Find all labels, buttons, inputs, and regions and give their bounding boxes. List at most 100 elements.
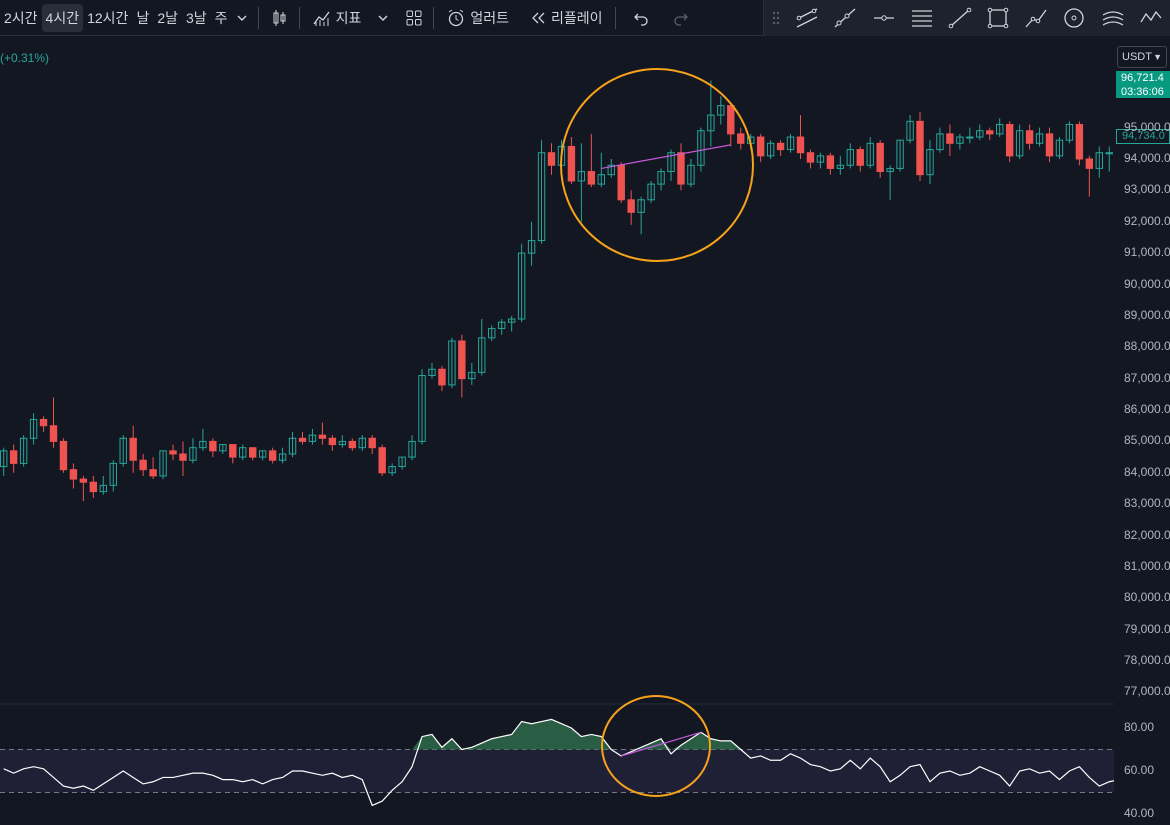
candle [647,180,655,203]
candle-body [298,437,307,442]
candle [856,146,864,172]
candle [448,337,456,389]
candle-body [587,171,596,185]
ray-icon[interactable] [829,4,861,32]
toolbar-divider [433,6,435,29]
alert-button[interactable]: 얼러트 [440,8,515,28]
candle [398,456,406,470]
timeframe-button[interactable]: 4시간 [41,3,84,32]
candle-body [866,142,874,166]
candle [1045,127,1054,163]
candle-body [1065,123,1074,141]
timeframe-dropdown-chevron-icon[interactable] [232,4,252,32]
candle [587,133,596,188]
candle [99,475,107,495]
price-axis-label: 91,000.0 [1124,245,1170,260]
candle-body [458,340,466,380]
path-icon[interactable] [1020,4,1052,32]
price-axis-label: 84,000.0 [1124,464,1170,479]
candle-body [358,437,366,449]
layout-grid-icon[interactable] [401,4,427,32]
candle-body [886,167,894,173]
candle-body [288,437,297,455]
candle-body [1075,123,1084,160]
candle [229,444,237,464]
candle-body [318,434,327,439]
candle [816,152,825,169]
candle [687,159,695,188]
candle-body [258,450,267,458]
candle-body [468,371,476,380]
candle-body [249,447,257,458]
candle-body [956,136,964,144]
candle [149,457,157,480]
parallel-channel-icon[interactable] [791,4,823,32]
timeframe-button[interactable]: 2시간 [4,9,38,26]
candle-body [1055,139,1064,157]
candle-body [806,152,815,163]
candle [189,438,197,464]
timeframe-button[interactable]: 날 [136,9,150,26]
candle [49,397,58,448]
wave-icon[interactable] [1135,4,1167,32]
fib-retracement-icon[interactable] [906,4,938,32]
candle-body [527,240,536,254]
rsi-band-background [0,749,1114,793]
candle-body [946,133,954,144]
top-toolbar: 2시간 4시간 12시간 날 2날 3날 주 지표 얼러트 리플레이 [0,0,1170,36]
candle-body [597,174,605,185]
currency-selector[interactable]: USDT ▼ [1117,46,1167,68]
candle [577,143,586,222]
timeframe-button[interactable]: 3날 [186,9,207,26]
candle [219,444,227,454]
candle-body [677,152,685,185]
candle [328,435,337,451]
candle [786,133,795,153]
circle-icon[interactable] [1058,4,1090,32]
horizontal-ray-icon[interactable] [868,4,900,32]
candle [627,190,635,225]
candle-body [906,120,914,141]
candle-body [308,434,317,442]
candle-body [627,199,635,213]
candle [886,165,894,200]
candle-body [826,155,835,169]
candle-body [876,142,884,173]
candle [657,168,665,191]
candle-body [139,459,147,471]
price-axis-label: 86,000.0 [1124,402,1170,417]
price-chart[interactable] [0,36,1114,825]
indicators-button[interactable]: 지표 [306,8,368,28]
price-axis-label: 88,000.0 [1124,339,1170,354]
candle-body [89,481,98,493]
redo-icon[interactable] [668,4,694,32]
candle-body [29,418,38,439]
rectangle-icon[interactable] [982,4,1014,32]
timeframe-button[interactable]: 12시간 [87,9,129,26]
candle-body [786,136,795,151]
candle-body [637,199,645,213]
timeframe-button[interactable]: 2날 [157,9,178,26]
candle [906,115,914,144]
replay-label: 리플레이 [550,9,603,26]
rsi-divergence-trend-line [621,731,702,757]
candle-body [99,484,107,493]
candle [986,127,994,141]
pitchfork-icon[interactable] [1097,4,1129,32]
candle-body [567,145,576,182]
candle-body [1105,152,1113,155]
candle-body [9,450,18,464]
candle-type-icon[interactable] [265,4,293,32]
undo-icon[interactable] [628,4,654,32]
drag-handle-icon[interactable] [767,4,785,32]
candle [796,115,805,159]
timeframe-button[interactable]: 주 [214,9,228,26]
price-axis[interactable] [1114,36,1170,825]
indicators-dropdown-chevron-icon[interactable] [373,4,393,32]
trend-line-icon[interactable] [944,4,976,32]
candle-body [916,120,924,176]
candle [916,111,924,181]
candle [677,143,685,191]
replay-button[interactable]: 리플레이 [523,8,609,28]
candle [1035,127,1044,147]
